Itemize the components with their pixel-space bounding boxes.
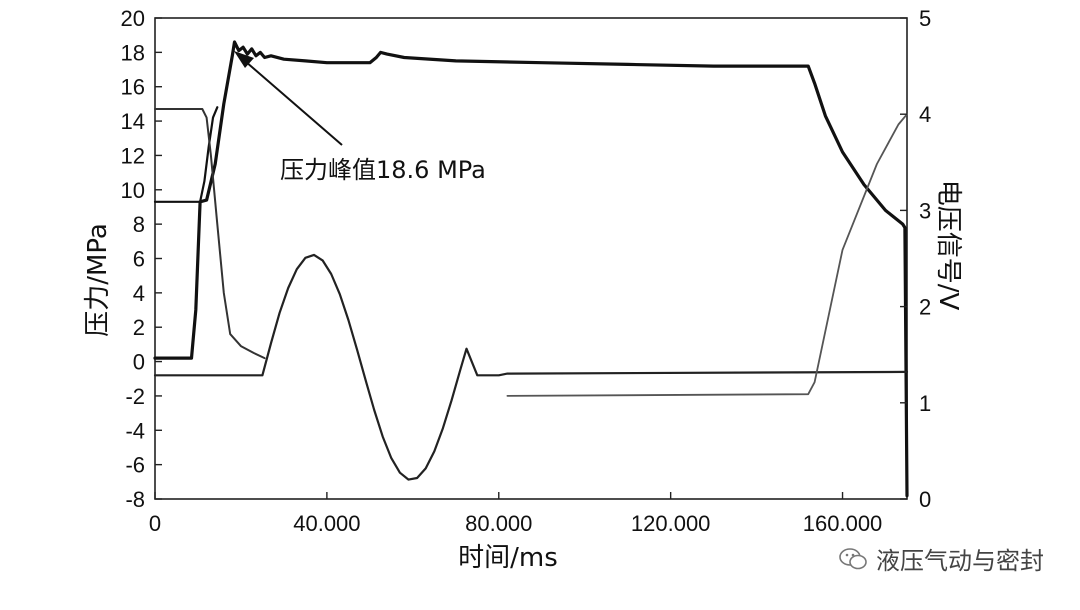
- y-left-tick-label: 20: [121, 6, 145, 31]
- y-left-tick-label: -6: [125, 453, 145, 478]
- annotation-arrow: [237, 54, 343, 146]
- watermark: 液压气动与密封: [838, 541, 1044, 576]
- y-right-tick-label: 4: [919, 102, 931, 127]
- y-left-tick-label: 14: [121, 109, 145, 134]
- series-line-1: [153, 40, 909, 498]
- series-line-4: [153, 253, 909, 481]
- series-line-3: [154, 108, 266, 360]
- plot-frame: [154, 17, 908, 500]
- x-tick-label: 120.000: [631, 511, 711, 536]
- y-right-tick-label: 2: [919, 295, 931, 320]
- series-line-2: [153, 106, 219, 203]
- x-tick-label: 160.000: [803, 511, 883, 536]
- y-left-tick-label: -8: [125, 487, 145, 512]
- y-left-tick-label: 16: [121, 75, 145, 100]
- x-tick-label: 0: [149, 511, 161, 536]
- y-axis-right-label: 电压信号/V: [933, 180, 963, 311]
- y-left-tick-label: 4: [133, 281, 145, 306]
- y-left-tick-label: 6: [133, 247, 145, 272]
- y-right-tick-label: 0: [919, 487, 931, 512]
- y-left-tick-label: -2: [125, 384, 145, 409]
- y-right-tick-label: 5: [919, 6, 931, 31]
- series-layer: [153, 40, 909, 498]
- y-left-tick-label: 10: [121, 178, 145, 203]
- y-left-tick-label: 2: [133, 315, 145, 340]
- y-left-tick-label: 0: [133, 350, 145, 375]
- watermark-text: 液压气动与密封: [876, 547, 1044, 575]
- x-tick-label: 80.000: [465, 511, 532, 536]
- y-left-tick-label: 8: [133, 212, 145, 237]
- peak-annotation: 压力峰值18.6 MPa: [234, 51, 486, 184]
- wechat-icon: [839, 547, 867, 569]
- annotation-label: 压力峰值18.6 MPa: [280, 156, 486, 184]
- series-line-5: [506, 113, 908, 397]
- y-left-tick-label: -4: [125, 418, 145, 443]
- y-right-tick-label: 1: [919, 391, 931, 416]
- x-axis-label: 时间/ms: [458, 543, 558, 573]
- ticks-layer: 0 40.000 80.000 120.000 160.000 -8 -6 -4 -2 0 2 4 6 8…: [121, 6, 932, 536]
- y-right-tick-label: 3: [919, 198, 931, 223]
- y-axis-left-label: 压力/MPa: [83, 223, 113, 337]
- annotation-arrowhead: [234, 51, 254, 68]
- x-tick-label: 40.000: [293, 511, 360, 536]
- y-left-tick-label: 18: [121, 40, 145, 65]
- y-left-tick-label: 12: [121, 143, 145, 168]
